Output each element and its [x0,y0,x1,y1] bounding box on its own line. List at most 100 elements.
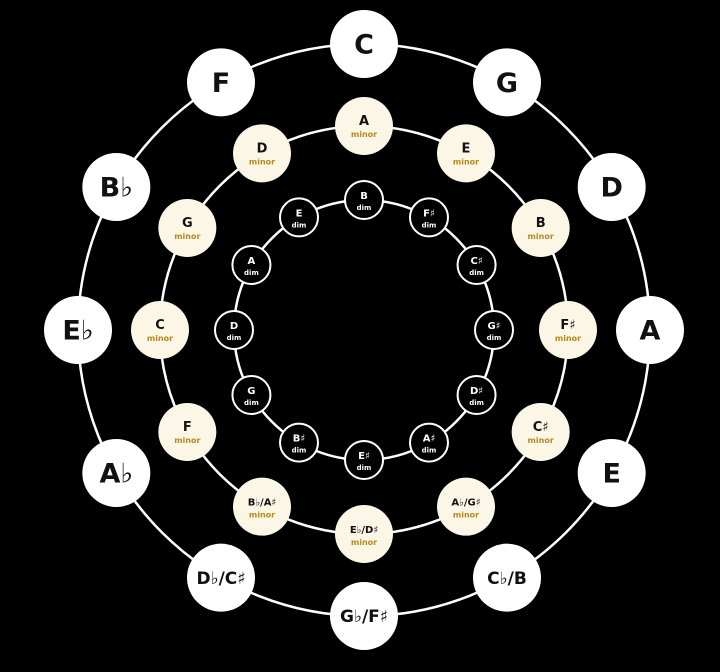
minor-key-e-flat-d-sharp: E♭/D♯ minor [335,505,393,563]
minor-key-label: D [257,141,268,156]
major-key-f: F [187,48,255,117]
minor-key-label: C♯ [533,420,549,435]
major-key-c-flat-b: C♭/B [473,543,541,612]
minor-key-circle [335,97,393,155]
major-key-label: D [600,173,622,204]
dim-key-label: B♯ [293,434,305,445]
minor-key-label: B♭/A♯ [248,498,277,509]
dim-key-label: C♯ [470,256,482,267]
minor-key-sublabel: minor [453,511,479,520]
minor-key-a-flat-g-sharp: A♭/G♯ minor [437,477,495,536]
dim-key-label: B [360,191,368,202]
major-key-label: F [212,68,230,99]
dim-key-label: G [247,386,255,397]
major-key-a: A [616,296,684,364]
minor-key-circle [539,301,597,359]
major-key-circle [473,543,541,612]
diminished-ring-line [232,198,496,462]
minor-key-sublabel: minor [555,334,581,343]
dim-key-circle [344,180,384,220]
major-key-label: B♭ [100,173,133,204]
dim-key-sublabel: dim [292,221,307,229]
major-key-label: C♭/B [487,569,527,589]
major-key-circle [577,153,646,221]
dim-key-a-sharp: A♯ dim [409,422,449,463]
minor-key-circle [131,301,189,359]
major-key-circle [82,439,151,507]
major-key-g: G [473,48,541,117]
minor-key-sublabel: minor [249,157,275,166]
dim-key-label: E♯ [358,451,370,462]
minor-key-label: A [359,114,369,129]
minor-key-sublabel: minor [249,511,275,520]
dim-key-circle [474,310,514,350]
minor-key-sublabel: minor [453,157,479,166]
dim-key-sublabel: dim [469,269,484,277]
dim-key-label: E [296,208,303,219]
minor-key-circle [335,505,393,563]
major-key-circle [330,582,398,650]
minor-key-circle [437,124,495,183]
dim-key-circle [279,422,319,463]
dim-key-sublabel: dim [357,464,372,472]
dim-key-d-sharp: D♯ dim [456,375,497,415]
major-key-label: E [602,459,620,490]
major-key-nodes: C G D A E C♭/B G♭/F♯ D♭/C♯ A♭ E♭ B♭ F [44,10,684,650]
minor-key-sublabel: minor [528,436,554,445]
dim-key-sublabel: dim [469,399,484,407]
minor-key-label: E [462,141,471,156]
major-key-c: C [330,10,398,78]
minor-key-nodes: AminorEminorBminorF♯minorC♯minorA♭/G♯min… [131,97,597,563]
dim-key-sublabel: dim [227,334,242,342]
major-key-g-flat-f-sharp: G♭/F♯ [330,582,398,650]
minor-key-circle [158,403,217,461]
dim-key-sublabel: dim [292,447,307,455]
major-key-circle [616,296,684,364]
dim-key-circle [279,197,319,238]
major-key-e-flat: E♭ [44,296,112,364]
dim-key-label: D [230,321,238,332]
dim-key-e-sharp: E♯ dim [344,440,384,480]
dim-key-circle [231,375,272,415]
minor-key-sublabel: minor [351,538,377,547]
major-key-circle [330,10,398,78]
dim-key-circle [409,197,449,238]
dim-key-b-sharp: B♯ dim [279,422,319,463]
dim-key-label: G♯ [487,321,500,332]
minor-key-sublabel: minor [528,232,554,241]
dim-key-sublabel: dim [487,334,502,342]
dim-key-c-sharp: C♯ dim [456,245,497,285]
diminished-key-nodes: BdimF♯dimC♯dimG♯dimD♯dimA♯dimE♯dimB♯dimG… [214,180,514,480]
dim-key-label: A♯ [423,434,436,445]
minor-key-circle [511,199,570,257]
minor-key-circle [511,403,570,461]
major-key-circle [473,48,541,117]
major-key-label: C [354,30,374,61]
minor-key-circle [437,477,495,536]
dim-key-sublabel: dim [422,447,437,455]
major-key-circle [44,296,112,364]
dim-key-circle [409,422,449,463]
minor-key-c-sharp: C♯minor [511,403,570,461]
dim-key-label: A [248,256,256,267]
minor-key-f-sharp: F♯minor [539,301,597,359]
dim-key-f-sharp: F♯ dim [409,197,449,238]
major-key-circle [187,543,255,612]
major-key-b-flat: B♭ [82,153,151,221]
dim-key-circle [344,440,384,480]
minor-key-label: C [155,318,165,333]
major-key-label: A [640,316,661,347]
minor-key-circle [233,477,291,536]
major-key-circle [82,153,151,221]
dim-key-sublabel: dim [357,204,372,212]
minor-key-b-flat-a-sharp: B♭/A♯ minor [233,477,291,536]
minor-key-label: A♭/G♯ [451,498,480,509]
